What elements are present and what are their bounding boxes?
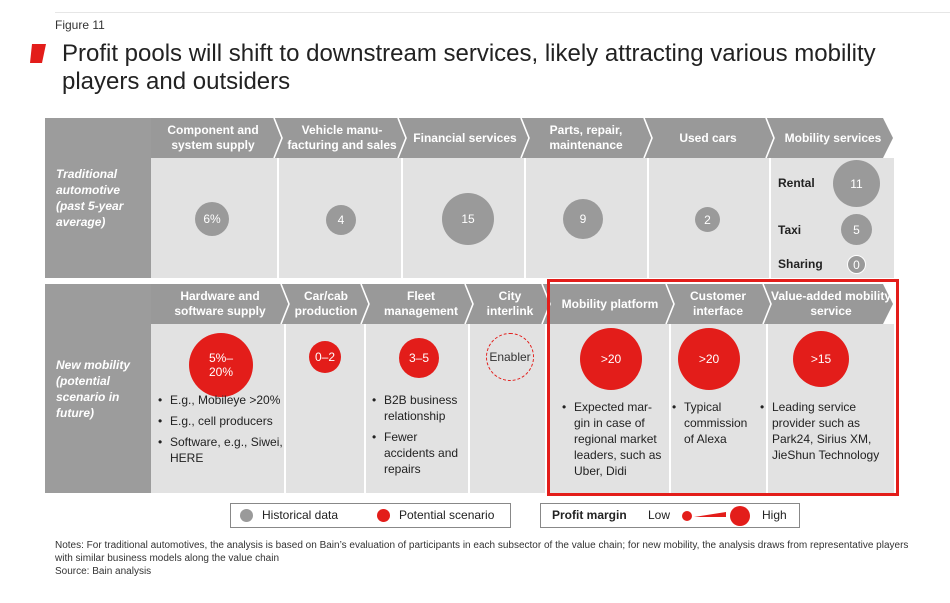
header-used-cars: Used cars — [679, 130, 737, 145]
bullet-item: E.g., cell producers — [158, 413, 283, 429]
header-mobility-services: Mobility services — [784, 130, 882, 145]
value-component-supply: 6% — [195, 202, 229, 236]
legend-historical-dot — [240, 509, 253, 522]
legend-scenario-box — [230, 503, 511, 528]
bullet-item: B2B business relationship — [372, 392, 467, 424]
row-label-traditional: Traditional automotive (past 5-year aver… — [45, 118, 151, 278]
legend-potential-label: Potential scenario — [399, 508, 495, 522]
mobility-rental-label: Rental — [778, 176, 815, 190]
value-used-cars: 2 — [695, 207, 720, 232]
bullets-value-added: Leading service provider such as Park24,… — [760, 399, 888, 468]
header-customer-interface: Customer interface — [689, 289, 746, 318]
header-fleet-management: Fleet management — [383, 289, 459, 318]
value-financial-services: 15 — [442, 193, 494, 245]
mobility-rental-value: 11 — [833, 160, 880, 207]
bullet-item: Software, e.g., Siwei, HERE — [158, 434, 283, 466]
header-component-supply: Component and system supply — [167, 123, 259, 152]
header-city-interlink: City interlink — [486, 289, 534, 318]
legend-profit-margin-label: Profit margin — [552, 508, 627, 522]
value-value-added-service: >15 — [793, 331, 849, 387]
mobility-sharing-value: 0 — [847, 255, 866, 274]
figure-label: Figure 11 — [55, 18, 105, 32]
legend-high-label: High — [762, 508, 787, 522]
legend-margin-scale-icon — [682, 506, 750, 526]
value-parts-repair: 9 — [563, 199, 603, 239]
value-mobility-platform: >20 — [580, 328, 642, 390]
value-hardware-software: 5%– 20% — [189, 333, 253, 397]
bullets-platform: Expected mar- gin in case of regional ma… — [562, 399, 666, 484]
header-hardware-software: Hardware and software supply — [174, 289, 266, 318]
page-title: Profit pools will shift to downstream se… — [62, 40, 876, 95]
bullet-item: E.g., Mobileye >20% — [158, 392, 283, 408]
mobility-sharing-label: Sharing — [778, 257, 823, 271]
downstream-highlight-box — [547, 279, 899, 496]
title-marker-icon — [30, 44, 46, 63]
notes-block: Notes: For traditional automotives, the … — [55, 539, 915, 578]
header-mobility-platform: Mobility platform — [561, 296, 659, 311]
top-rule — [55, 12, 950, 13]
legend-potential-dot — [377, 509, 390, 522]
header-financial-services: Financial services — [413, 130, 517, 145]
value-vehicle-manufacturing: 4 — [326, 205, 356, 235]
value-customer-interface: >20 — [678, 328, 740, 390]
mobility-taxi-label: Taxi — [778, 223, 802, 237]
legend-margin-box — [540, 503, 800, 528]
bullet-item: Leading service provider such as Park24,… — [760, 399, 888, 463]
source-text: Source: Bain analysis — [55, 566, 152, 577]
value-car-cab-production: 0–2 — [309, 341, 341, 373]
header-car-cab-production: Car/cab production — [294, 289, 358, 318]
header-value-added-service: Value-added mobility service — [770, 289, 892, 318]
row-label-new-mobility-text: New mobility (potential scenario in futu… — [56, 357, 131, 420]
bullets-fleet: B2B business relationship Fewer accident… — [372, 392, 467, 482]
header-vehicle-manufacturing: Vehicle manu- facturing and sales — [287, 123, 397, 152]
bullets-interface: Typical commission of Alexa — [672, 399, 760, 452]
legend-historical-label: Historical data — [262, 508, 339, 522]
value-fleet-management: 3–5 — [399, 338, 439, 378]
bullets-hardware: E.g., Mobileye >20% E.g., cell producers… — [158, 392, 283, 471]
new-mobility-band-dividers — [284, 324, 768, 493]
traditional-header-bar — [151, 118, 883, 158]
bullet-item: Typical commission of Alexa — [672, 399, 760, 447]
notes-text: Notes: For traditional automotives, the … — [55, 540, 909, 564]
mobility-taxi-value: 5 — [841, 214, 872, 245]
row-label-traditional-text: Traditional automotive (past 5-year aver… — [56, 167, 124, 229]
legend-low-label: Low — [648, 508, 671, 522]
traditional-header-chevrons — [273, 118, 893, 158]
header-parts-repair: Parts, repair, maintenance — [549, 123, 623, 152]
value-city-interlink: Enabler — [486, 333, 534, 381]
row-label-new-mobility: New mobility (potential scenario in futu… — [45, 284, 151, 493]
traditional-band-dividers — [277, 158, 771, 278]
new-mobility-header-chevrons — [280, 284, 893, 324]
bullet-item: Fewer accidents and repairs — [372, 429, 467, 477]
new-mobility-header-bar — [151, 284, 883, 324]
bullet-item: Expected mar- gin in case of regional ma… — [562, 399, 666, 479]
